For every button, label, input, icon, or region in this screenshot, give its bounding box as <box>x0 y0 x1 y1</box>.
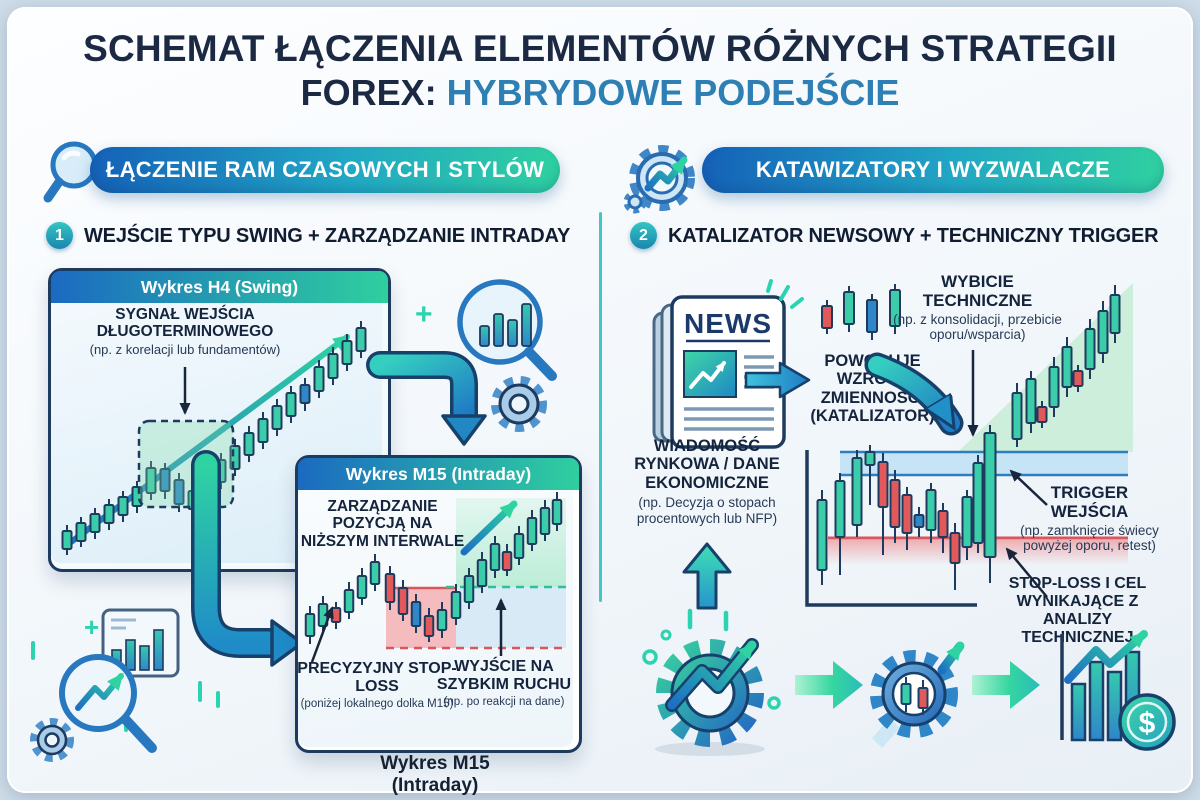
m15-caption-line1: Wykres M15 <box>380 753 490 774</box>
m15-chart-header: Wykres M15 (Intraday) <box>298 458 579 490</box>
m15-stoploss-title: PRECYZYJNY STOP-LOSS <box>297 660 457 695</box>
gear-candles-icon <box>870 641 965 748</box>
breakout-sub: (np. z konsolidacji, przebicie oporu/wsp… <box>893 312 1062 343</box>
h4-chart-header: Wykres H4 (Swing) <box>51 271 388 303</box>
m15-exit-title: WYJŚCIE NA SZYBKIM RUCHU <box>436 658 572 693</box>
section-divider <box>599 212 602 602</box>
m15-exit-sub: (np. po reakcji na dane) <box>443 695 565 708</box>
h4-signal-sub: (np. z korelacji lub fundamentów) <box>89 341 281 357</box>
gear-arrow-icon <box>623 145 695 214</box>
svg-text:+: + <box>84 612 99 642</box>
magnifier-barchart-icon <box>457 279 557 381</box>
flow-arrow-1 <box>795 661 863 709</box>
arrow-h4-to-m15 <box>191 450 304 667</box>
m15-chart-panel: Wykres M15 (Intraday) <box>295 455 582 753</box>
analysis-icons-cluster: + <box>30 608 220 762</box>
step-number-2: 2 <box>630 222 657 249</box>
step-title-2: KATALIZATOR NEWSOWY + TECHNICZNY TRIGGER <box>668 225 1159 247</box>
m15-exit-annotation: WYJŚCIE NA SZYBKIM RUCHU (np. po reakcji… <box>436 658 572 709</box>
trigger-annotation: TRIGGER WEJŚCIA (np. zamknięcie świecy p… <box>1012 483 1167 553</box>
h4-signal-annotation: SYGNAŁ WEJŚCIA DŁUGOTERMINOWEGO (np. z k… <box>65 306 305 357</box>
news-annotation: WIADOMOŚĆ RYNKOWA / DANE EKONOMICZNE (np… <box>617 437 797 526</box>
step-number-1: 1 <box>46 222 73 249</box>
dollar-sign: $ <box>1139 707 1156 740</box>
step-title-1: WEJŚCIE TYPU SWING + ZARZĄDZANIE INTRADA… <box>84 225 571 247</box>
plus-sign-left: + <box>415 298 433 331</box>
m15-caption: Wykres M15 (Intraday) <box>345 753 525 797</box>
arrow-news-to-catalyst <box>744 361 811 399</box>
gear-icon-small <box>491 376 547 432</box>
technical-breakout-chart <box>805 283 1133 607</box>
arrow-catalyst-to-chart <box>864 352 964 436</box>
m15-manage-title: ZARZĄDZANIE POZYCJĄ NA NIŻSZYM INTERWALE <box>300 498 465 550</box>
left-section-badge: ŁĄCZENIE RAM CZASOWYCH I STYLÓW <box>90 147 560 193</box>
mini-candles-icon <box>821 284 901 340</box>
arrow-up-icon <box>682 542 732 610</box>
news-icon: NEWS <box>652 279 804 449</box>
page-title-line1: SCHEMAT ŁĄCZENIA ELEMENTÓW RÓŻNYCH STRAT… <box>83 28 1117 69</box>
arrow-h4-to-icons <box>366 351 487 446</box>
page-title-line2: FOREX: HYBRYDOWE PODEJŚCIE <box>0 72 1200 114</box>
gear-trend-icon <box>642 608 781 756</box>
trigger-sub: (np. zamknięcie świecy powyżej oporu, re… <box>1020 523 1159 554</box>
m15-caption-line2: (Intraday) <box>391 774 479 796</box>
right-section-badge: KATAWIZATORY I WYZWALACZE <box>702 147 1164 193</box>
title-forex-prefix: FOREX: <box>300 72 447 113</box>
h4-signal-title: SYGNAŁ WEJŚCIA DŁUGOTERMINOWEGO <box>96 306 274 341</box>
m15-stoploss-annotation: PRECYZYJNY STOP-LOSS (poniżej lokalnego … <box>292 660 462 711</box>
m15-candlestick-chart <box>298 490 573 747</box>
m15-stoploss-sub: (poniżej lokalnego dolka M15) <box>300 697 454 710</box>
stoploss-target-annotation: STOP-LOSS I CEL WYNIKAJĄCE Z ANALIZY TEC… <box>1008 575 1147 646</box>
title-accent: HYBRYDOWE PODEJŚCIE <box>446 72 900 113</box>
breakout-title: WYBICIE TECHNICZNE <box>922 272 1033 311</box>
trigger-title: TRIGGER WEJŚCIA <box>1050 483 1129 522</box>
news-sub: (np. Decyzja o stopach procentowych lub … <box>636 495 778 526</box>
m15-manage-annotation: ZARZĄDZANIE POZYCJĄ NA NIŻSZYM INTERWALE <box>300 498 465 550</box>
news-label: NEWS <box>684 308 772 339</box>
profit-chart-icon: $ <box>1060 630 1176 751</box>
news-title: WIADOMOŚĆ RYNKOWA / DANE EKONOMICZNE <box>634 437 780 492</box>
flow-arrow-2 <box>972 661 1040 709</box>
breakout-annotation: WYBICIE TECHNICZNE (np. z konsolidacji, … <box>890 272 1065 342</box>
